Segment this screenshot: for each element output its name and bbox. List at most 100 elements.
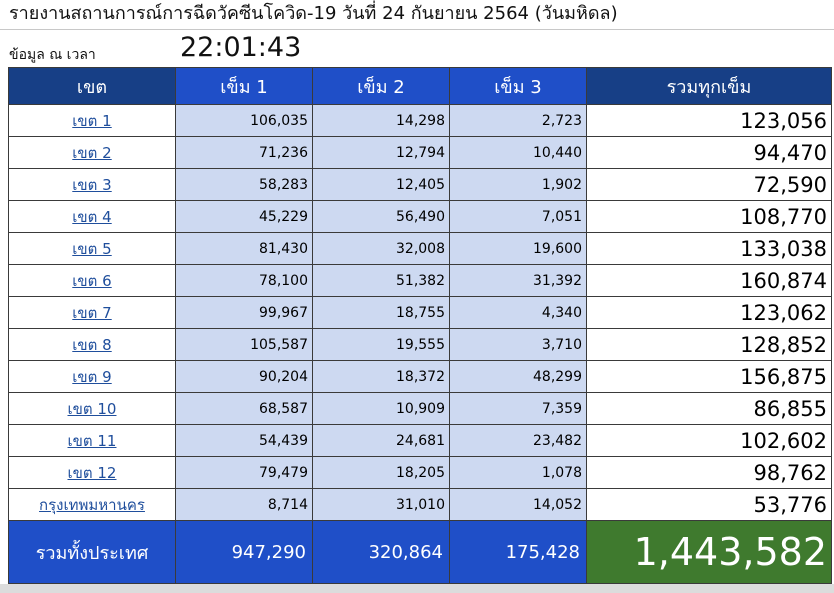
dose1-cell: 54,439 [175,424,313,457]
table-row: เขต 8 105,587 19,555 3,710 128,852 [8,328,832,361]
zone-cell[interactable]: เขต 5 [8,232,176,265]
zone-cell[interactable]: เขต 6 [8,264,176,297]
total-cell: 98,762 [586,456,832,489]
dose2-cell: 18,755 [312,296,450,329]
dose3-cell: 4,340 [449,296,587,329]
table-row: เขต 7 99,967 18,755 4,340 123,062 [8,296,832,329]
zone-cell[interactable]: กรุงเทพมหานคร [8,488,176,521]
dose2-cell: 12,794 [312,136,450,169]
dose1-cell: 71,236 [175,136,313,169]
table-row: กรุงเทพมหานคร 8,714 31,010 14,052 53,776 [8,488,832,521]
dose1-cell: 105,587 [175,328,313,361]
column-header-dose2: เข็ม 2 [312,67,450,105]
table-row: เขต 1 106,035 14,298 2,723 123,056 [8,104,832,137]
grand-total-dose2: 320,864 [312,520,450,584]
zone-link[interactable]: เขต 1 [72,111,112,130]
zone-cell[interactable]: เขต 8 [8,328,176,361]
table-row: เขต 9 90,204 18,372 48,299 156,875 [8,360,832,393]
zone-link[interactable]: เขต 12 [67,463,117,482]
dose1-cell: 106,035 [175,104,313,137]
dose1-cell: 8,714 [175,488,313,521]
zone-link[interactable]: เขต 9 [72,367,112,386]
total-cell: 123,056 [586,104,832,137]
column-header-zone: เขต [8,67,176,105]
dose2-cell: 14,298 [312,104,450,137]
bottom-strip [0,584,834,593]
zone-link[interactable]: เขต 4 [72,207,112,226]
total-cell: 123,062 [586,296,832,329]
grand-total-dose1: 947,290 [175,520,313,584]
grand-total-label: รวมทั้งประเทศ [8,520,176,584]
zone-link[interactable]: เขต 10 [67,399,117,418]
zone-cell[interactable]: เขต 2 [8,136,176,169]
dose1-cell: 99,967 [175,296,313,329]
grand-total-dose3: 175,428 [449,520,587,584]
zone-cell[interactable]: เขต 4 [8,200,176,233]
zone-link[interactable]: เขต 3 [72,175,112,194]
zone-link[interactable]: เขต 6 [72,271,112,290]
column-header-dose3: เข็ม 3 [449,67,587,105]
zone-cell[interactable]: เขต 3 [8,168,176,201]
report-title: รายงานสถานการณ์การฉีดวัคซีนโควิด-19 วันท… [0,0,834,30]
dose3-cell: 48,299 [449,360,587,393]
dose2-cell: 31,010 [312,488,450,521]
zone-link[interactable]: เขต 11 [67,431,117,450]
dose2-cell: 56,490 [312,200,450,233]
zone-link[interactable]: เขต 8 [72,335,112,354]
dose1-cell: 58,283 [175,168,313,201]
zone-link[interactable]: เขต 5 [72,239,112,258]
table-body: เขต 1 106,035 14,298 2,723 123,056 เขต 2 71,23… [8,104,832,521]
dose3-cell: 7,051 [449,200,587,233]
table-row: เขต 4 45,229 56,490 7,051 108,770 [8,200,832,233]
dose1-cell: 45,229 [175,200,313,233]
table-header-row: เขต เข็ม 1 เข็ม 2 เข็ม 3 รวมทุกเข็ม [8,67,832,105]
dose1-cell: 78,100 [175,264,313,297]
zone-link[interactable]: กรุงเทพมหานคร [39,495,145,514]
grand-total-all: 1,443,582 [586,520,832,584]
dose3-cell: 10,440 [449,136,587,169]
total-cell: 86,855 [586,392,832,425]
column-header-total: รวมทุกเข็ม [586,67,832,105]
dose2-cell: 18,205 [312,456,450,489]
zone-cell[interactable]: เขต 11 [8,424,176,457]
total-cell: 94,470 [586,136,832,169]
total-cell: 53,776 [586,488,832,521]
dose2-cell: 24,681 [312,424,450,457]
table-row: เขต 2 71,236 12,794 10,440 94,470 [8,136,832,169]
table-row: เขต 11 54,439 24,681 23,482 102,602 [8,424,832,457]
dose2-cell: 19,555 [312,328,450,361]
zone-cell[interactable]: เขต 1 [8,104,176,137]
dose2-cell: 51,382 [312,264,450,297]
vaccination-table: เขต เข็ม 1 เข็ม 2 เข็ม 3 รวมทุกเข็ม เขต … [8,67,832,584]
column-header-dose1: เข็ม 1 [175,67,313,105]
dose1-cell: 90,204 [175,360,313,393]
dose1-cell: 81,430 [175,232,313,265]
total-cell: 102,602 [586,424,832,457]
table-row: เขต 5 81,430 32,008 19,600 133,038 [8,232,832,265]
dose2-cell: 18,372 [312,360,450,393]
total-cell: 160,874 [586,264,832,297]
table-row: เขต 10 68,587 10,909 7,359 86,855 [8,392,832,425]
grand-total-row: รวมทั้งประเทศ 947,290 320,864 175,428 1,… [8,520,832,584]
table-row: เขต 3 58,283 12,405 1,902 72,590 [8,168,832,201]
zone-cell[interactable]: เขต 12 [8,456,176,489]
dose1-cell: 79,479 [175,456,313,489]
total-cell: 156,875 [586,360,832,393]
zone-cell[interactable]: เขต 9 [8,360,176,393]
dose2-cell: 32,008 [312,232,450,265]
total-cell: 128,852 [586,328,832,361]
dose3-cell: 31,392 [449,264,587,297]
dose2-cell: 10,909 [312,392,450,425]
total-cell: 72,590 [586,168,832,201]
dose1-cell: 68,587 [175,392,313,425]
zone-link[interactable]: เขต 2 [72,143,112,162]
total-cell: 133,038 [586,232,832,265]
zone-cell[interactable]: เขต 10 [8,392,176,425]
dose3-cell: 2,723 [449,104,587,137]
dose3-cell: 3,710 [449,328,587,361]
zone-link[interactable]: เขต 7 [72,303,112,322]
zone-cell[interactable]: เขต 7 [8,296,176,329]
dose3-cell: 7,359 [449,392,587,425]
dose3-cell: 23,482 [449,424,587,457]
dose3-cell: 14,052 [449,488,587,521]
